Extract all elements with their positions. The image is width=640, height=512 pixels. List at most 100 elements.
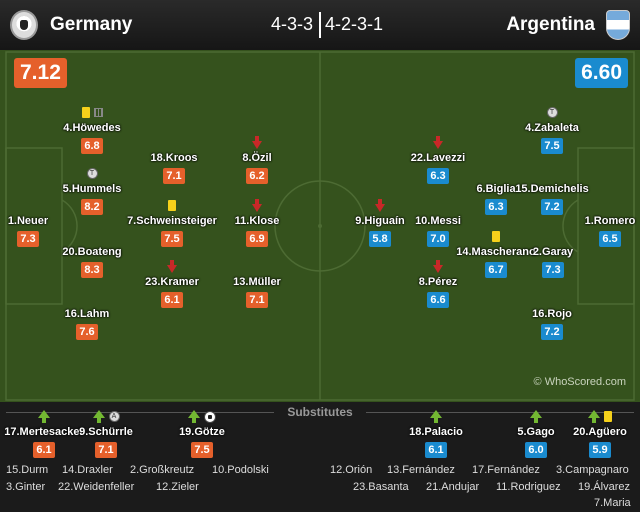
sub-on-icon xyxy=(188,409,200,423)
player-card[interactable]: 20.Boateng 8.3 xyxy=(42,246,142,278)
player-rating: 7.1 xyxy=(246,292,268,308)
player-rating: 7.3 xyxy=(17,231,39,247)
player-card[interactable]: 16.Rojo 7.2 xyxy=(502,308,602,340)
bench-player[interactable]: 2.Großkreutz xyxy=(130,464,195,476)
player-name: 8.Pérez xyxy=(418,276,458,288)
bench-player[interactable]: 3.Campagnaro xyxy=(556,464,629,476)
player-card[interactable]: 8.Pérez 6.6 xyxy=(388,259,488,308)
player-card[interactable]: 1.Romero 6.5 xyxy=(560,215,640,247)
player-rating: 6.3 xyxy=(485,199,507,215)
player-rating: 7.0 xyxy=(427,231,449,247)
bench-player[interactable]: 12.Zieler xyxy=(156,481,199,493)
player-card[interactable]: T 4.Zabaleta 7.5 xyxy=(502,107,602,154)
player-rating: 7.2 xyxy=(541,324,563,340)
sub-name: 9.Schürrle xyxy=(79,426,133,438)
player-card[interactable]: 4.Höwedes 6.8 xyxy=(42,107,142,154)
player-name: 9.Higuaín xyxy=(355,215,405,227)
player-card[interactable]: 8.Özil 6.2 xyxy=(207,135,307,184)
assist-icon: A xyxy=(108,411,120,423)
match-header: Germany 4-3-3 4-2-3-1 Argentina xyxy=(0,0,640,50)
sub-card[interactable]: 5.Gago 6.0 xyxy=(486,409,586,458)
sub-on-icon xyxy=(38,409,50,423)
bench-player[interactable]: 14.Draxler xyxy=(62,464,113,476)
player-name: 6.Biglia xyxy=(476,183,516,195)
player-card[interactable]: 15.Demichelis 7.2 xyxy=(502,183,602,215)
player-name: 4.Höwedes xyxy=(63,122,121,134)
player-name: 8.Özil xyxy=(242,152,272,164)
player-rating: 6.6 xyxy=(427,292,449,308)
sub-off-icon xyxy=(252,135,262,149)
yellow-card-icon xyxy=(604,411,612,423)
player-rating: 6.5 xyxy=(599,231,621,247)
goal-icon: T xyxy=(546,107,558,119)
player-card[interactable]: 9.Higuaín 5.8 xyxy=(330,198,430,247)
bench-player[interactable]: 19.Álvarez xyxy=(578,481,630,493)
player-card[interactable]: 13.Müller 7.1 xyxy=(207,276,307,308)
sub-card[interactable]: 19.Götze 7.5 xyxy=(152,409,252,458)
sub-card[interactable]: 17.Mertesacker 6.1 xyxy=(0,409,94,458)
player-card[interactable]: 22.Lavezzi 6.3 xyxy=(388,135,488,184)
substitutes-title: Substitutes xyxy=(287,405,353,419)
player-name: 11.Klose xyxy=(234,215,280,227)
player-card[interactable]: 2.Garay 7.3 xyxy=(503,246,603,278)
player-rating: 8.3 xyxy=(81,262,103,278)
player-card[interactable]: 1.Neuer 7.3 xyxy=(0,215,78,247)
bench-player[interactable]: 13.Fernández xyxy=(387,464,455,476)
bench-player[interactable]: 23.Basanta xyxy=(353,481,409,493)
player-rating: 7.6 xyxy=(76,324,98,340)
sub-rating: 7.1 xyxy=(95,442,117,458)
yellow-card-icon xyxy=(168,200,176,212)
formation-divider xyxy=(319,12,321,38)
bench-player[interactable]: 10.Podolski xyxy=(212,464,269,476)
away-team-name[interactable]: Argentina xyxy=(506,14,595,35)
player-name: 14.Mascherano xyxy=(456,246,536,258)
sub-off-icon xyxy=(433,259,443,273)
sub-on-icon xyxy=(430,409,442,423)
player-name: 20.Boateng xyxy=(62,246,122,258)
sub-rating: 7.5 xyxy=(191,442,213,458)
player-card[interactable]: 18.Kroos 7.1 xyxy=(124,152,224,184)
player-card[interactable]: T 5.Hummels 8.2 xyxy=(42,168,142,215)
away-formation: 4-2-3-1 xyxy=(325,14,384,34)
sub-card[interactable]: A 9.Schürrle 7.1 xyxy=(56,409,156,458)
argentina-crest-icon xyxy=(606,10,630,40)
player-rating: 7.1 xyxy=(163,168,185,184)
yellow-card-icon xyxy=(492,231,500,243)
player-name: 4.Zabaleta xyxy=(525,122,579,134)
sub-card[interactable]: 20.Agüero 5.9 xyxy=(550,409,640,458)
player-rating: 6.7 xyxy=(485,262,507,278)
home-team-name[interactable]: Germany xyxy=(50,14,133,35)
player-card[interactable]: 7.Schweinsteiger 7.5 xyxy=(122,200,222,247)
player-card[interactable]: 10.Messi 7.0 xyxy=(388,215,488,247)
player-card[interactable]: 11.Klose 6.9 xyxy=(207,198,307,247)
bench-player[interactable]: 12.Orión xyxy=(330,464,373,476)
bench-player[interactable]: 22.Weidenfeller xyxy=(58,481,135,493)
yellow-card-icon xyxy=(81,107,90,119)
player-rating: 7.3 xyxy=(542,262,564,278)
player-card[interactable]: 14.Mascherano 6.7 xyxy=(446,231,546,278)
player-name: 1.Neuer xyxy=(7,215,49,227)
pitch-markings xyxy=(5,51,635,401)
subs-divider xyxy=(366,412,634,413)
sub-off-icon xyxy=(252,198,262,212)
home-team-rating: 7.12 xyxy=(14,58,67,88)
bench-player[interactable]: 11.Rodriguez xyxy=(496,481,561,493)
sub-name: 18.Palacio xyxy=(409,426,463,438)
player-card[interactable]: 23.Kramer 6.1 xyxy=(122,259,222,308)
bench-player[interactable]: 21.Andujar xyxy=(426,481,480,493)
goal-icon: T xyxy=(86,168,98,180)
player-name: 10.Messi xyxy=(415,215,461,227)
sub-name: 19.Götze xyxy=(179,426,225,438)
player-rating: 6.8 xyxy=(81,138,103,154)
germany-crest-icon xyxy=(10,10,38,40)
player-card[interactable]: 6.Biglia 6.3 xyxy=(446,183,546,215)
bench-player[interactable]: 3.Ginter xyxy=(6,481,46,493)
bench-player[interactable]: 17.Fernández xyxy=(472,464,540,476)
sub-card[interactable]: 18.Palacio 6.1 xyxy=(386,409,486,458)
player-rating: 7.2 xyxy=(541,199,563,215)
player-card[interactable]: 16.Lahm 7.6 xyxy=(37,308,137,340)
subs-divider xyxy=(6,412,274,413)
bench-player[interactable]: 15.Durm xyxy=(6,464,49,476)
bench-player[interactable]: 7.Maria xyxy=(594,497,631,509)
player-name: 23.Kramer xyxy=(145,276,199,288)
